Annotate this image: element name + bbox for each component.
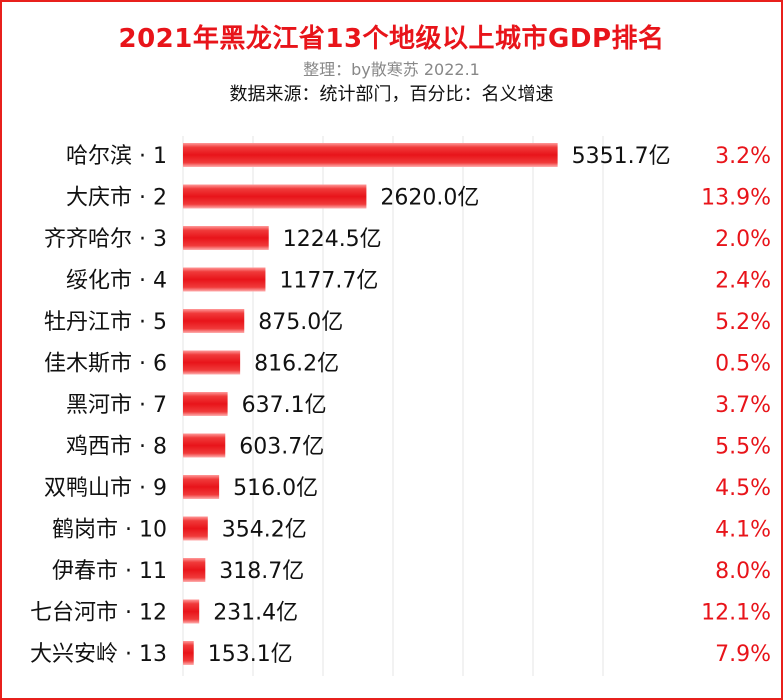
- bar: [183, 350, 241, 375]
- category-label: 绥化市 · 4: [66, 269, 167, 294]
- value-label: 1224.5亿: [283, 227, 382, 252]
- bar: [183, 184, 367, 209]
- bar: [183, 267, 266, 292]
- category-label: 双鸭山市 · 9: [44, 476, 167, 501]
- value-label: 637.1亿: [242, 393, 327, 418]
- value-label: 354.2亿: [222, 518, 307, 543]
- growth-rate-label: 2.0%: [715, 227, 771, 252]
- bar: [183, 558, 206, 582]
- bar: [183, 475, 220, 499]
- growth-rate-label: 5.5%: [715, 435, 771, 460]
- value-label: 2620.0亿: [380, 186, 479, 211]
- value-label: 516.0亿: [233, 476, 318, 501]
- chart-subtitle: 整理：by散寒苏 2022.1: [303, 60, 480, 79]
- bar: [183, 641, 194, 665]
- category-label: 七台河市 · 12: [30, 601, 167, 626]
- category-label: 黑河市 · 7: [66, 393, 167, 418]
- growth-rate-label: 4.5%: [715, 476, 771, 501]
- growth-rate-label: 3.7%: [715, 393, 771, 418]
- growth-rate-label: 5.2%: [715, 310, 771, 335]
- value-label: 318.7亿: [219, 559, 304, 584]
- category-label: 伊春市 · 11: [52, 559, 167, 584]
- value-label: 1177.7亿: [279, 269, 378, 294]
- bar: [183, 599, 200, 624]
- category-label: 鸡西市 · 8: [66, 435, 167, 460]
- value-label: 816.2亿: [254, 352, 339, 377]
- value-label: 5351.7亿: [572, 144, 671, 169]
- chart-title: 2021年黑龙江省13个地级以上城市GDP排名: [118, 24, 665, 54]
- category-label: 大兴安岭 · 13: [30, 642, 167, 667]
- growth-rate-label: 8.0%: [715, 559, 771, 584]
- growth-rate-label: 12.1%: [701, 601, 771, 626]
- bar: [183, 516, 208, 541]
- value-label: 875.0亿: [258, 310, 343, 335]
- bar: [183, 309, 245, 333]
- category-label: 牡丹江市 · 5: [44, 310, 167, 335]
- category-label: 哈尔滨 · 1: [66, 144, 167, 169]
- growth-rate-label: 13.9%: [701, 186, 771, 211]
- value-label: 231.4亿: [213, 601, 298, 626]
- category-label: 佳木斯市 · 6: [44, 352, 167, 377]
- data-source-note: 数据来源：统计部门，百分比：名义增速: [229, 84, 554, 105]
- bar: [183, 226, 269, 250]
- growth-rate-label: 0.5%: [715, 352, 771, 377]
- growth-rate-label: 7.9%: [715, 642, 771, 667]
- bar: [183, 392, 228, 416]
- bar: [183, 433, 226, 458]
- category-label: 大庆市 · 2: [66, 186, 167, 211]
- growth-rate-label: 4.1%: [715, 518, 771, 543]
- growth-rate-label: 3.2%: [715, 144, 771, 169]
- category-label: 鹤岗市 · 10: [52, 518, 167, 543]
- value-label: 153.1亿: [208, 642, 293, 667]
- growth-rate-label: 2.4%: [715, 269, 771, 294]
- category-label: 齐齐哈尔 · 3: [44, 227, 167, 252]
- bar: [183, 143, 558, 167]
- value-label: 603.7亿: [239, 435, 324, 460]
